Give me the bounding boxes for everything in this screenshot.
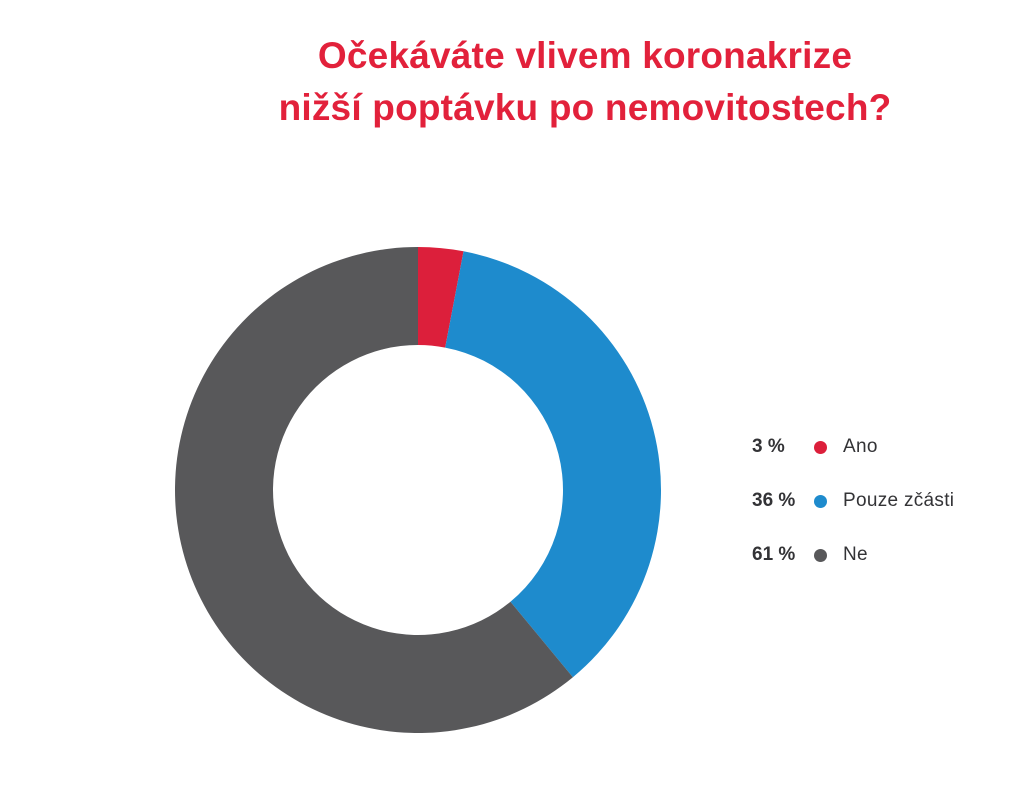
legend-swatch-ne	[814, 548, 827, 562]
legend-value-ne: 61 %	[752, 544, 796, 565]
legend-swatch-ano	[814, 440, 827, 454]
legend-item-pouze-zcasti: 36 % Pouze zčásti	[752, 474, 954, 528]
donut-slice-ne	[174, 247, 573, 733]
legend-label-ne: Ne	[843, 544, 868, 565]
donut-slice-pouze-zcasti	[445, 251, 661, 678]
legend-item-ne: 61 % Ne	[752, 528, 954, 582]
legend-value-ano: 3 %	[752, 436, 785, 457]
chart-title: Očekáváte vlivem koronakrize nižší poptá…	[230, 30, 940, 134]
legend-label-pouze-zcasti: Pouze zčásti	[843, 490, 955, 511]
chart-title-line-1: Očekáváte vlivem koronakrize	[317, 35, 853, 76]
legend: 3 % Ano 36 % Pouze zčásti 61 % Ne	[752, 420, 954, 582]
legend-item-ano: 3 % Ano	[752, 420, 954, 474]
legend-value-pouze-zcasti: 36 %	[752, 490, 796, 511]
legend-label-ano: Ano	[843, 436, 878, 457]
donut-slice-ano	[418, 247, 464, 348]
legend-swatch-pouze-zcasti	[814, 494, 827, 508]
chart-title-line-2: nižší poptávku po nemovitostech?	[278, 87, 892, 128]
